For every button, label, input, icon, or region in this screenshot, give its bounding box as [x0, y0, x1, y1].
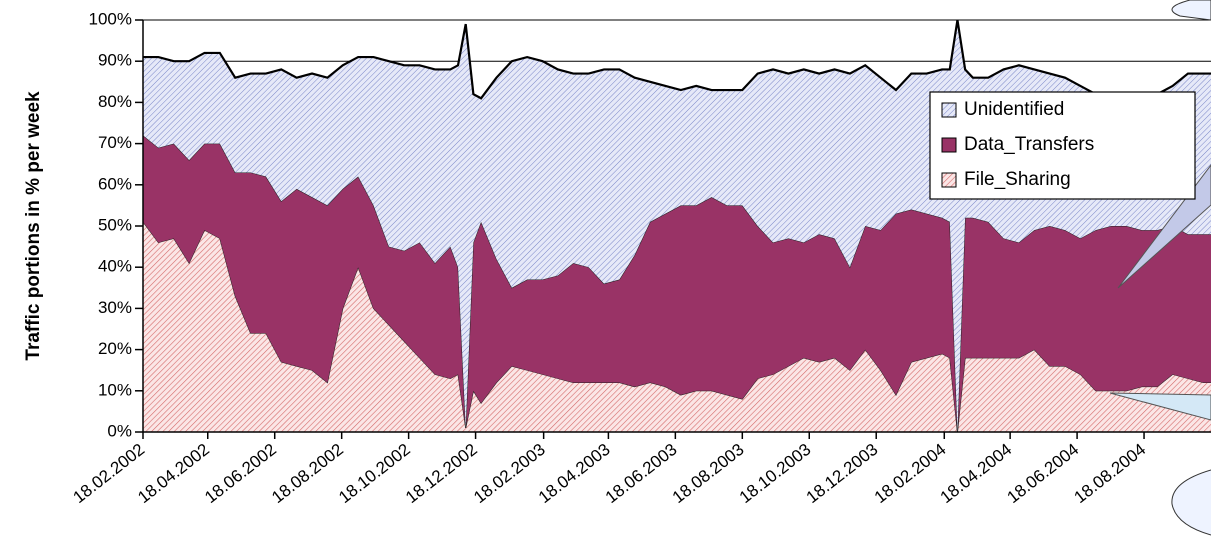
legend-label: Data_Transfers — [964, 134, 1094, 155]
y-tick-label: 50% — [98, 215, 132, 234]
x-tick-label: 18.06.2002 — [201, 440, 280, 507]
legend-swatch — [941, 102, 957, 118]
x-tick-label: 18.08.2002 — [268, 440, 347, 507]
x-tick-label: 18.12.2002 — [402, 440, 481, 507]
x-tick-label: 18.02.2003 — [470, 440, 549, 507]
x-tick-label: 18.06.2004 — [1004, 440, 1083, 507]
y-tick-label: 40% — [98, 257, 132, 276]
x-tick-label: 18.04.2002 — [134, 440, 213, 507]
x-tick-label: 18.02.2004 — [871, 440, 950, 507]
x-tick-label: 18.06.2003 — [602, 440, 681, 507]
area — [143, 135, 1211, 433]
callout — [1171, 0, 1211, 21]
legend-label: File_Sharing — [964, 169, 1071, 190]
y-tick-label: 90% — [98, 51, 132, 70]
area — [143, 221, 1211, 432]
y-tick-label: 100% — [89, 9, 132, 28]
y-tick-label: 30% — [98, 298, 132, 317]
y-tick-label: 20% — [98, 339, 132, 358]
x-tick-label: 18.10.2002 — [335, 440, 414, 507]
legend-swatch — [941, 172, 957, 188]
area-edge — [143, 19, 1211, 100]
x-tick-label: 18.08.2003 — [669, 440, 748, 507]
x-tick-label: 18.10.2003 — [736, 440, 815, 507]
legend-label: Unidentified — [964, 99, 1064, 120]
y-tick-label: 60% — [98, 174, 132, 193]
x-tick-label: 18.04.2004 — [937, 440, 1016, 507]
y-tick-label: 70% — [98, 133, 132, 152]
y-tick-label: 10% — [98, 380, 132, 399]
callout — [1171, 469, 1211, 536]
y-tick-label: 80% — [98, 92, 132, 111]
x-tick-label: 18.04.2003 — [535, 440, 614, 507]
y-axis-label: Traffic portions in % per week — [23, 91, 44, 361]
x-tick-label: 18.02.2002 — [69, 440, 148, 507]
x-tick-label: 18.12.2003 — [803, 440, 882, 507]
callout-pointer — [1109, 392, 1211, 421]
legend-swatch — [941, 137, 957, 153]
y-tick-label: 0% — [107, 421, 132, 440]
x-tick-label: 18.08.2004 — [1071, 440, 1150, 507]
legend-box — [929, 91, 1196, 200]
